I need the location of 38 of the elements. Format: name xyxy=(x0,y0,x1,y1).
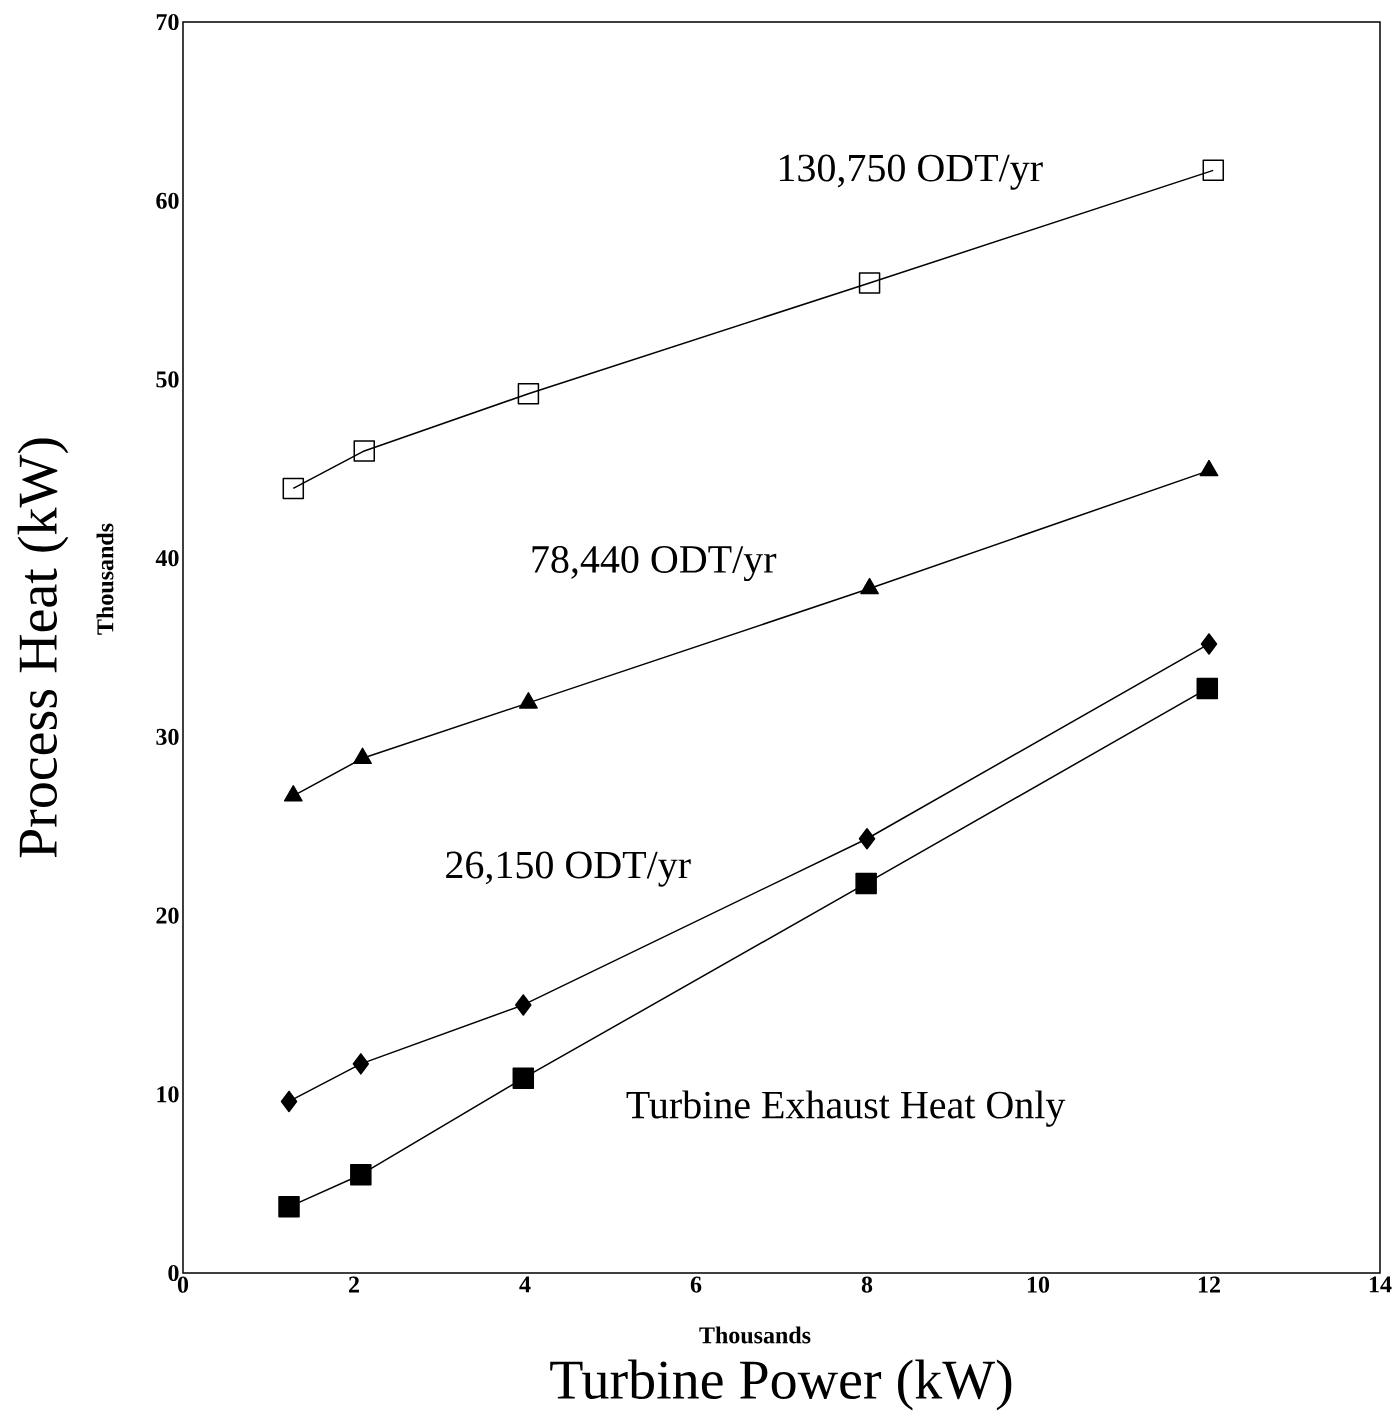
x-tick-label: 14 xyxy=(1369,1276,1392,1293)
point xyxy=(515,994,532,1016)
x-tick-label: 2 xyxy=(349,1276,359,1293)
y-tick-label: 20 xyxy=(156,907,179,924)
point xyxy=(282,477,305,500)
point xyxy=(858,272,881,294)
y-tick-label: 70 xyxy=(156,13,179,31)
series-label: 130,750 ODT/yr xyxy=(779,154,1043,190)
text: Thousands xyxy=(96,523,114,635)
y-tick-label: 10 xyxy=(157,1086,179,1103)
x-tick-label: 4 xyxy=(519,1276,531,1293)
point xyxy=(858,827,876,850)
series-label: Turbine Exhaust Heat Only xyxy=(626,1090,1066,1127)
y-tick-label: 30 xyxy=(156,728,179,745)
x-tick-label: 6 xyxy=(690,1276,702,1293)
point xyxy=(512,1067,535,1089)
point xyxy=(350,1163,372,1186)
point xyxy=(353,440,376,462)
point xyxy=(280,1090,298,1113)
y-tick-label: 50 xyxy=(156,371,179,388)
point xyxy=(1200,633,1218,655)
y-tick-label: 0 xyxy=(168,1264,179,1282)
point xyxy=(855,872,877,895)
y-axis-title: Process Heat (kW) xyxy=(17,438,69,858)
point xyxy=(1202,159,1225,182)
point xyxy=(278,1196,300,1218)
x-tick-label: 8 xyxy=(861,1276,873,1293)
series-label: 26,150 ODT/yr xyxy=(446,851,691,887)
point xyxy=(352,1053,370,1075)
point xyxy=(517,382,540,405)
text: Thousands xyxy=(699,1326,811,1344)
y-tick-label: 60 xyxy=(156,192,179,209)
y-tick-label: 40 xyxy=(155,550,179,567)
point xyxy=(1196,677,1219,700)
x-tick-label: 12 xyxy=(1198,1276,1220,1293)
x-tick-label: 10 xyxy=(1027,1276,1050,1293)
series-label: 78,440 ODT/yr xyxy=(532,545,777,582)
x-axis-title: Turbine Power (kW) xyxy=(550,1359,1012,1411)
